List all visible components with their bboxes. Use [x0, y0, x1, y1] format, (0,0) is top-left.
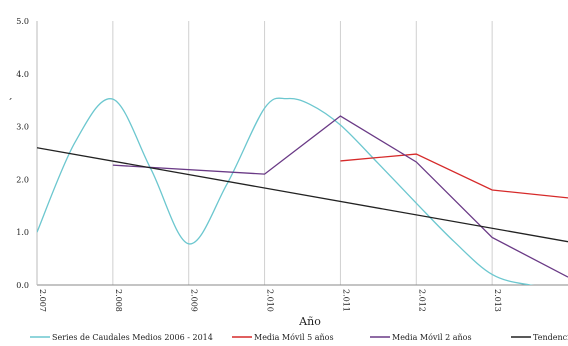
legend-label: Media Móvil 2 años: [392, 333, 472, 342]
y-tick-labels: 0.0 1.0 2.0 3.0 4.0 5.0: [16, 17, 29, 290]
y-tick-label: 4.0: [16, 70, 29, 79]
x-axis-title: Año: [298, 315, 321, 328]
legend-label: Tendencia: [533, 333, 568, 342]
series-line-4: [37, 147, 568, 243]
x-tick-label: 2.010: [266, 289, 275, 312]
legend-label: Media Móvil 5 años: [254, 333, 334, 342]
vertical-gridlines: [112, 21, 493, 285]
x-tick-label: 2.013: [493, 289, 502, 312]
y-axis-title: ´: [7, 97, 13, 110]
x-tick-label: 2.007: [38, 289, 47, 312]
legend: Series de Caudales Medios 2006 - 2014 Med…: [30, 333, 568, 342]
y-tick-label: 2.0: [16, 175, 29, 184]
series-line-3: [112, 115, 568, 278]
x-tick-label: 2.009: [190, 289, 199, 312]
x-tick-labels: 2.007 2.008 2.009 2.010 2.011 2.012 2.013: [38, 289, 502, 312]
y-tick-label: 0.0: [16, 281, 29, 290]
axes: [36, 21, 568, 286]
x-tick-label: 2.012: [417, 289, 426, 312]
legend-label: Series de Caudales Medios 2006 - 2014: [52, 333, 213, 342]
y-tick-label: 3.0: [16, 123, 29, 132]
y-tick-label: 5.0: [16, 17, 29, 26]
x-tick-label: 2.008: [114, 289, 123, 312]
y-tick-label: 1.0: [16, 228, 29, 237]
series-line-2: [340, 153, 568, 199]
x-tick-label: 2.011: [341, 289, 350, 312]
series-line-1: [37, 97, 535, 285]
series-lines: [37, 97, 568, 285]
